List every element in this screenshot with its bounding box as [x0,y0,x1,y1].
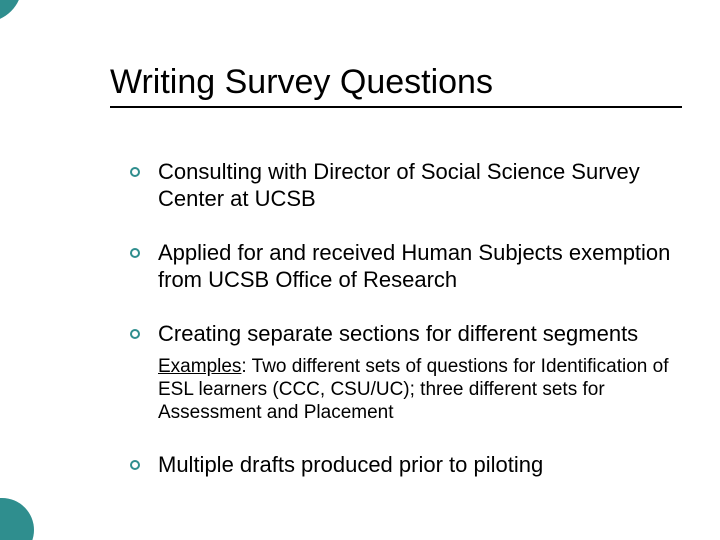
list-item: Consulting with Director of Social Scien… [130,158,690,212]
bullet-text: Creating separate sections for different… [158,320,690,347]
list-item: Creating separate sections for different… [130,320,690,347]
bullet-marker-icon [130,460,140,470]
bullet-list: Consulting with Director of Social Scien… [130,158,690,478]
slide-title: Writing Survey Questions [110,63,493,102]
subtext-underlined: Examples [158,356,241,377]
bullet-subtext: Examples: Two different sets of question… [158,355,690,424]
accent-circle-bottom [0,498,34,540]
bullet-marker-icon [130,248,140,258]
list-item: Multiple drafts produced prior to piloti… [130,451,690,478]
bullet-text: Multiple drafts produced prior to piloti… [158,451,690,478]
title-underline [110,106,682,108]
bullet-marker-icon [130,329,140,339]
list-item: Applied for and received Human Subjects … [130,239,690,293]
accent-circle-top [0,0,22,22]
bullet-text: Applied for and received Human Subjects … [158,239,690,293]
bullet-marker-icon [130,167,140,177]
bullet-text: Consulting with Director of Social Scien… [158,158,690,212]
